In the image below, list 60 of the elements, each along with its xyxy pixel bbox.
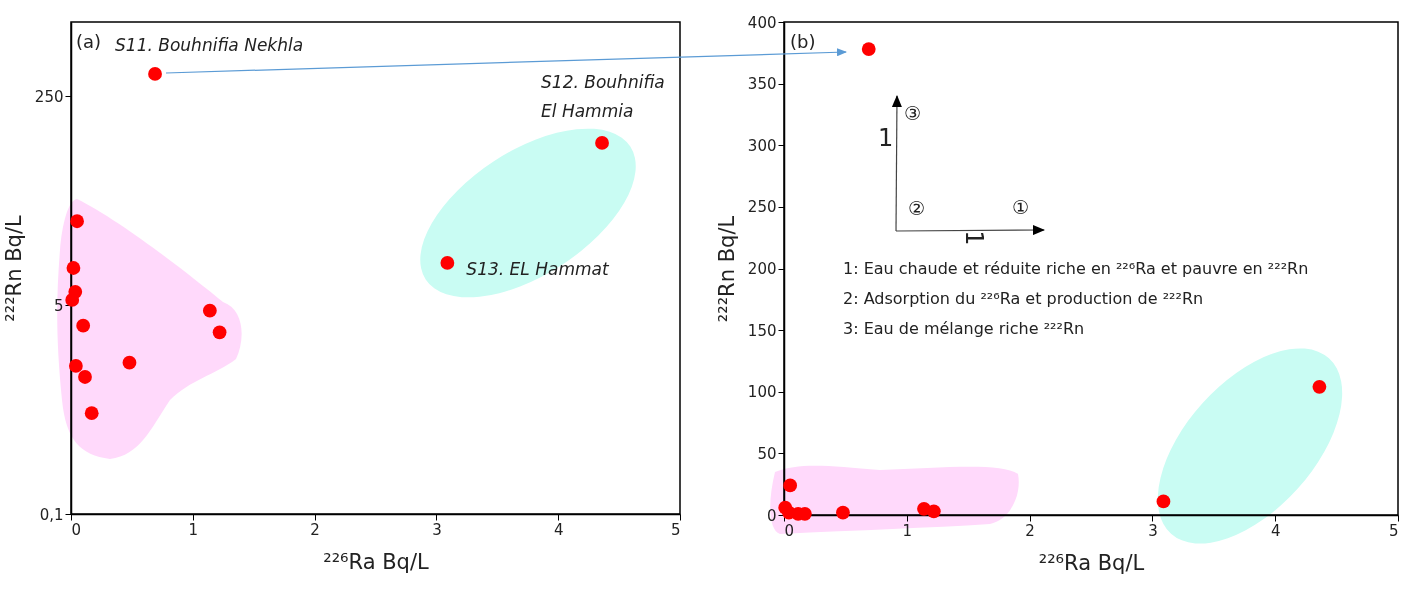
x-tick-label: 4 [553,520,564,539]
point [65,293,80,307]
annotation: 2: Adsorption du ²²⁶Ra et production de ²²²Rn [843,289,1204,308]
point [440,256,455,270]
annotation: 1 [959,230,988,246]
x-tick-label: 5 [670,520,681,539]
point [836,505,850,520]
point [595,136,609,150]
point [68,359,83,373]
y-tick-label: 250 [34,87,64,106]
point [122,355,137,370]
point [926,504,941,519]
annotation: (b) [790,31,816,52]
point [202,303,217,318]
annotation: S11. Bouhnifia Nekhla [115,34,304,55]
point [78,370,92,384]
y-tick-label: 350 [747,75,777,94]
y-tick-label: 0 [766,506,777,525]
x-tick-label: 1 [902,521,913,540]
point [70,214,84,229]
x-axis-title: ²²⁶Ra Bq/L [1038,550,1145,575]
y-tick-label: 0,1 [39,505,64,524]
point [148,67,162,81]
annotation: S13. EL Hammat [466,258,610,279]
y-tick-label: 50 [757,444,777,463]
annotation: (a) [76,31,102,52]
x-tick-label: 3 [432,520,442,539]
x-tick-label: 2 [1025,521,1035,540]
y-tick-label: 150 [747,321,777,340]
y-tick-label: 200 [747,260,777,278]
x-tick-label: 5 [1388,521,1399,540]
annotation: 1: Eau chaude et réduite riche en ²²⁶Ra et pauvre en ²²²Rn [843,259,1309,278]
point [66,261,81,275]
x-tick-label: 3 [1148,521,1158,540]
annotation: ① [1012,196,1030,218]
y-axis-title: ²²²Rn Bq/L [714,215,739,323]
point [861,42,876,56]
point [212,325,227,340]
annotation: ② [908,197,926,219]
point [1312,379,1327,394]
y-tick-label: 100 [747,383,777,402]
annotation: 1 [878,124,894,152]
x-tick-label: 4 [1270,521,1281,540]
annotation: S12. Bouhnifia El Hammia [541,71,665,121]
x-axis-title: ²²⁶Ra Bq/L [323,549,430,574]
y-tick-label: 5 [53,296,64,315]
y-tick-label: 400 [747,13,777,32]
x-tick-label: 0 [784,521,795,540]
point [76,318,91,333]
x-tick-label: 1 [188,520,199,539]
y-tick-label: 300 [747,136,777,155]
y-tick-label: 250 [747,198,777,217]
x-tick-label: 2 [310,520,320,539]
y-axis-title: ²²²Rn Bq/L [1,215,26,322]
x-tick-label: 0 [71,520,82,539]
annotation: ③ [904,102,922,124]
point [84,406,99,421]
annotation: 3: Eau de mélange riche ²²²Rn [843,319,1085,338]
point [783,478,798,493]
point [1156,494,1171,509]
